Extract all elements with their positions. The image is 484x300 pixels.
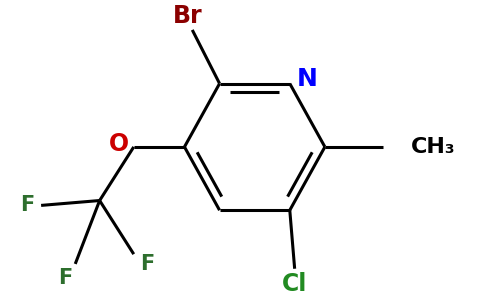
Text: Br: Br (173, 4, 202, 28)
Text: Cl: Cl (282, 272, 307, 296)
Text: CH₃: CH₃ (411, 137, 455, 157)
Text: F: F (140, 254, 154, 274)
Text: O: O (109, 132, 129, 156)
Text: F: F (20, 195, 34, 215)
Text: N: N (297, 67, 318, 91)
Text: F: F (59, 268, 73, 288)
